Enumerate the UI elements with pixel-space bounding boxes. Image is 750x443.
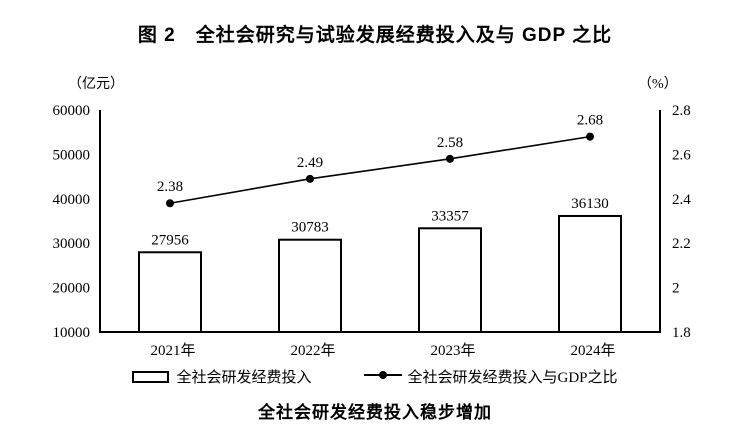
left-axis-unit-label: （亿元） <box>68 77 124 92</box>
bar-2024年 <box>558 214 622 333</box>
legend-item-line-series: 全社会研发经费投入与GDP之比 <box>363 366 618 387</box>
right-axis-tick-label: 1.8 <box>672 325 691 341</box>
bar-value-label: 30783 <box>291 220 329 236</box>
chart-title: 图 2 全社会研究与试验发展经费投入及与 GDP 之比 <box>137 25 613 46</box>
left-axis-tick-label: 40000 <box>53 192 91 208</box>
gdp-ratio-value-label: 2.58 <box>437 135 463 151</box>
line-dot-swatch-icon <box>363 368 402 385</box>
legend-line-label: 全社会研发经费投入与GDP之比 <box>407 370 618 386</box>
bar-2022年 <box>278 238 342 333</box>
gdp-ratio-point <box>306 174 314 183</box>
x-axis-label: 2024年 <box>570 342 615 359</box>
right-axis-unit-label: （%） <box>638 77 678 92</box>
legend-bar-label: 全社会研发经费投入 <box>176 370 312 386</box>
bar-value-label: 33357 <box>431 208 469 224</box>
left-axis-tick-label: 50000 <box>53 147 91 163</box>
bar-value-label: 27956 <box>151 232 189 248</box>
chart-caption: 全社会研发经费投入稳步增加 <box>258 403 492 422</box>
gdp-ratio-value-label: 2.38 <box>157 179 183 195</box>
bar-value-label: 36130 <box>571 196 609 212</box>
legend-item-bar-series: 全社会研发经费投入 <box>132 366 312 387</box>
gdp-ratio-point <box>166 199 174 208</box>
right-axis-tick-label: 2.2 <box>672 236 691 252</box>
gdp-ratio-point <box>586 132 594 141</box>
left-axis-tick-label: 10000 <box>53 325 91 341</box>
chart-legend: 全社会研发经费投入 全社会研发经费投入与GDP之比 <box>0 366 750 387</box>
gdp-ratio-value-label: 2.49 <box>297 155 323 171</box>
bar-2021年 <box>138 251 202 333</box>
x-axis-label: 2021年 <box>150 342 195 359</box>
bar-2023年 <box>418 227 482 333</box>
left-axis-tick-label: 30000 <box>53 236 91 252</box>
axes-frame <box>99 110 661 333</box>
x-axis-label: 2023年 <box>430 342 475 359</box>
right-axis-tick-label: 2.8 <box>672 103 691 119</box>
gdp-ratio-value-label: 2.68 <box>577 113 603 129</box>
gdp-ratio-line <box>169 135 591 205</box>
left-axis-tick-label: 60000 <box>53 103 91 119</box>
right-axis-tick-label: 2.4 <box>672 192 691 208</box>
x-axis-label: 2022年 <box>290 342 335 359</box>
bar-swatch-icon <box>132 370 170 383</box>
right-axis-tick-label: 2 <box>672 281 680 297</box>
left-axis-tick-label: 20000 <box>53 281 91 297</box>
right-axis-tick-label: 2.6 <box>672 147 691 163</box>
gdp-ratio-point <box>446 154 454 163</box>
